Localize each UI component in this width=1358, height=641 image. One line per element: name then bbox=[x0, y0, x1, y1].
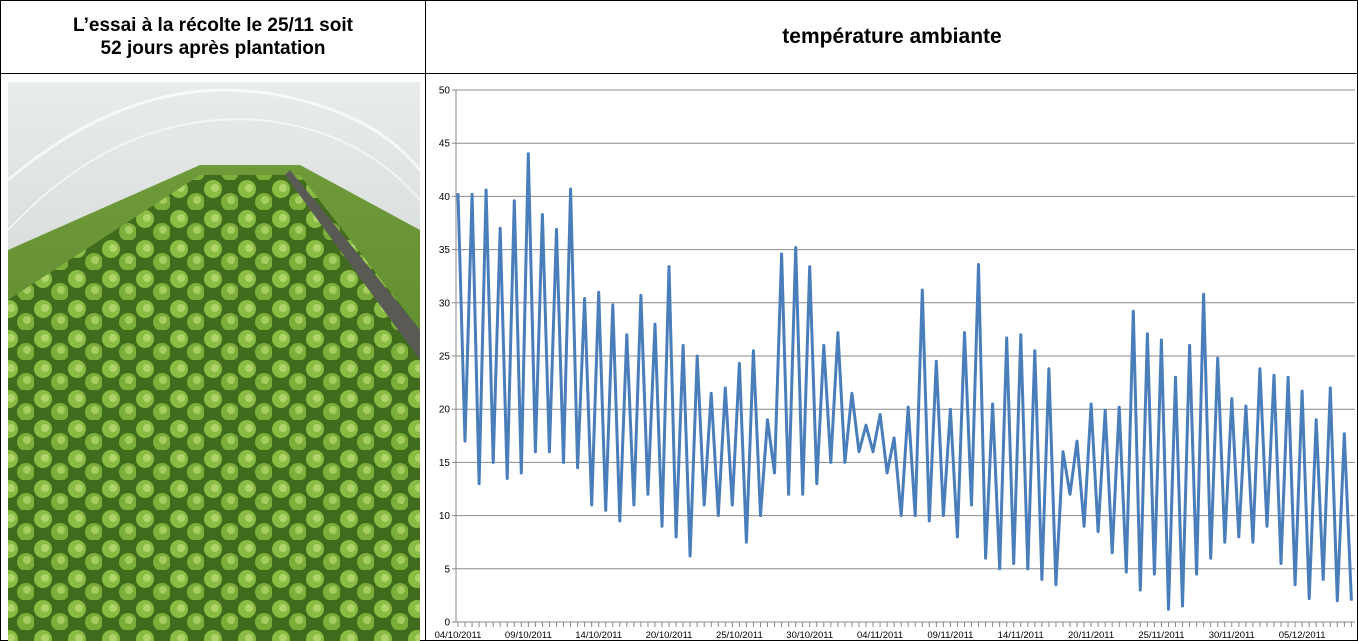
x-tick-label: 14/10/2011 bbox=[575, 630, 622, 641]
y-tick-label: 35 bbox=[439, 245, 451, 256]
x-tick-label: 20/10/2011 bbox=[646, 630, 693, 641]
chart: 0 5 10 15 20 25 30 35 40 45 50 04/10/2011 09/10/2011… bbox=[0, 0, 1358, 641]
page: L’essai à la récolte le 25/11 soit 52 jo… bbox=[0, 0, 1358, 641]
y-tick-label: 50 bbox=[439, 86, 451, 97]
y-tick-label: 0 bbox=[444, 618, 450, 629]
y-tick-label: 30 bbox=[439, 298, 451, 309]
x-tick-label: 09/11/2011 bbox=[927, 630, 973, 641]
x-tick-label: 04/10/2011 bbox=[435, 630, 482, 641]
photo bbox=[8, 82, 420, 641]
x-tick-label: 30/11/2011 bbox=[1209, 630, 1255, 641]
x-tick-label: 20/11/2011 bbox=[1068, 630, 1114, 641]
x-tick-label: 05/12/2011 bbox=[1279, 630, 1326, 641]
y-tick-label: 10 bbox=[439, 511, 451, 522]
y-tick-label: 45 bbox=[439, 139, 451, 150]
x-tick-label: 30/10/2011 bbox=[786, 630, 833, 641]
y-tick-label: 5 bbox=[444, 564, 450, 575]
y-tick-label: 25 bbox=[439, 352, 451, 363]
x-tick-label: 04/11/2011 bbox=[857, 630, 903, 641]
x-tick-label: 09/10/2011 bbox=[505, 630, 552, 641]
y-tick-label: 20 bbox=[439, 405, 451, 416]
y-tick-label: 15 bbox=[439, 458, 451, 469]
y-tick-label: 40 bbox=[439, 192, 451, 203]
x-tick-label: 14/11/2011 bbox=[998, 630, 1044, 641]
data-line bbox=[458, 154, 1351, 609]
x-tick-label: 25/10/2011 bbox=[716, 630, 763, 641]
x-tick-label: 25/11/2011 bbox=[1138, 630, 1184, 641]
